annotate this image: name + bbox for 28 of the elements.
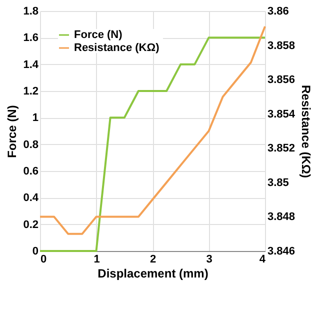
y-tick-label: 0.4 — [23, 192, 40, 204]
y2-tick-label: 3.854 — [268, 108, 296, 120]
y-tick-label: 0.8 — [23, 138, 38, 151]
y-tick-label: 1.6 — [23, 32, 38, 44]
y2-tick-label: 3.85 — [268, 176, 289, 189]
legend-label: Resistance (KΩ) — [74, 42, 160, 54]
y2-axis-title: Resistance (KΩ) — [299, 85, 314, 178]
x-tick-label: 3 — [206, 254, 212, 266]
x-axis-title: Displacement (mm) — [98, 266, 208, 280]
x-tick-label: 1 — [94, 254, 100, 266]
x-tick-label: 2 — [150, 254, 156, 266]
y2-tick-label: 3.846 — [268, 246, 296, 258]
y2-tick-label: 3.86 — [268, 6, 289, 18]
x-tick-label: 0 — [40, 254, 47, 266]
y-tick-label: 1 — [32, 112, 38, 124]
y-tick-label: 1.8 — [23, 6, 38, 18]
x-tick-label: 4 — [259, 254, 266, 266]
y2-tick-label: 3.848 — [268, 211, 296, 224]
y-tick-label: 1.2 — [23, 86, 38, 98]
y-tick-label: 0 — [32, 246, 38, 258]
y-tick-label: 0.6 — [23, 166, 38, 178]
y2-tick-label: 3.858 — [268, 40, 296, 52]
y-tick-label: 0.2 — [23, 218, 38, 231]
y2-tick-label: 3.856 — [268, 74, 296, 86]
legend-label: Force (N) — [74, 29, 123, 41]
y-tick-label: 1.4 — [23, 58, 40, 71]
y-axis-title: Force (N) — [5, 105, 20, 158]
y2-tick-label: 3.852 — [268, 142, 296, 155]
